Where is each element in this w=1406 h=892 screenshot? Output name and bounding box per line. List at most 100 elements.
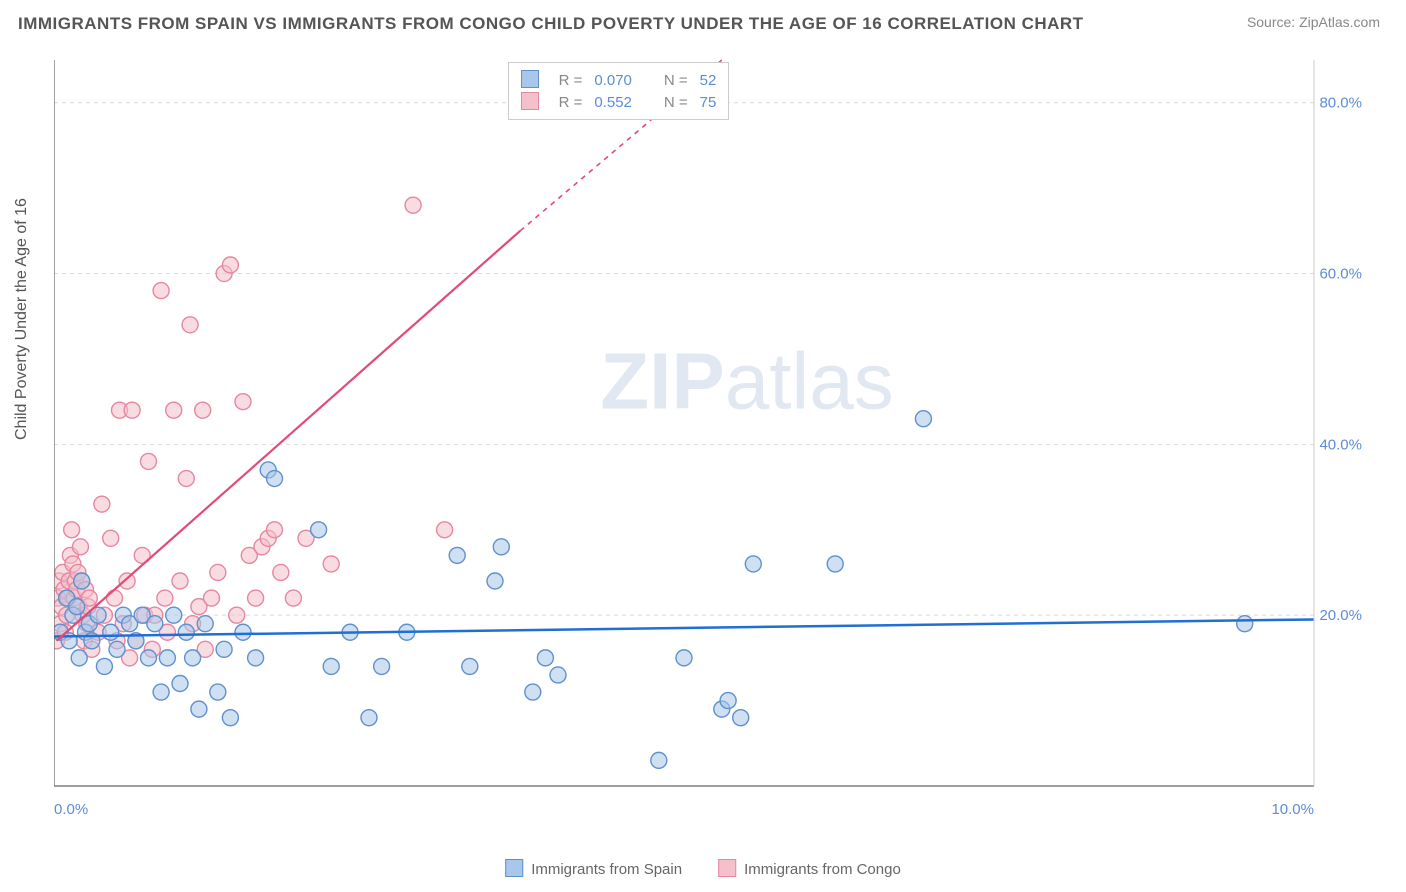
scatter-chart: ZIPatlas 20.0% 40.0% 60.0% 80.0% 0.0% 10.0%: [54, 48, 1370, 822]
r-value: 0.070: [594, 72, 632, 89]
correlation-legend: R = 0.070 N = 52 R = 0.552 N = 75: [508, 62, 730, 120]
bottom-legend: Immigrants from Spain Immigrants from Con…: [505, 860, 901, 878]
data-point: [437, 522, 453, 538]
data-point: [745, 556, 761, 572]
regression-line-congo: [57, 231, 521, 641]
x-tick-label: 0.0%: [54, 801, 88, 818]
data-point: [550, 667, 566, 683]
data-point: [462, 658, 478, 674]
data-point: [96, 658, 112, 674]
y-tick-label: 40.0%: [1319, 436, 1362, 453]
series-congo: [54, 197, 453, 666]
data-point: [69, 599, 85, 615]
data-point: [182, 317, 198, 333]
data-point: [74, 573, 90, 589]
data-point: [204, 590, 220, 606]
source-label: Source:: [1247, 14, 1295, 30]
data-point: [487, 573, 503, 589]
legend-swatch-icon: [521, 70, 539, 88]
data-point: [525, 684, 541, 700]
data-point: [651, 752, 667, 768]
data-point: [323, 556, 339, 572]
data-point: [94, 496, 110, 512]
legend-label: Immigrants from Spain: [531, 861, 682, 878]
data-point: [195, 402, 211, 418]
data-point: [311, 522, 327, 538]
source-value: ZipAtlas.com: [1299, 14, 1380, 30]
y-tick-label: 60.0%: [1319, 266, 1362, 283]
data-point: [733, 710, 749, 726]
data-point: [273, 564, 289, 580]
data-point: [229, 607, 245, 623]
legend-item: Immigrants from Congo: [718, 860, 901, 878]
data-point: [323, 658, 339, 674]
data-point: [222, 257, 238, 273]
data-point: [235, 394, 251, 410]
data-point: [267, 522, 283, 538]
data-point: [827, 556, 843, 572]
data-point: [103, 624, 119, 640]
data-point: [210, 564, 226, 580]
data-point: [493, 539, 509, 555]
r-label: R =: [559, 72, 583, 89]
n-label: N =: [664, 94, 688, 111]
data-point: [72, 539, 88, 555]
r-label: R =: [559, 94, 583, 111]
data-point: [537, 650, 553, 666]
data-point: [166, 607, 182, 623]
data-point: [153, 684, 169, 700]
data-point: [720, 693, 736, 709]
data-point: [210, 684, 226, 700]
data-point: [109, 641, 125, 657]
data-point: [124, 402, 140, 418]
chart-area: ZIPatlas 20.0% 40.0% 60.0% 80.0% 0.0% 10.0%: [54, 48, 1370, 822]
data-point: [405, 197, 421, 213]
y-tick-label: 20.0%: [1319, 607, 1362, 624]
data-point: [147, 616, 163, 632]
data-point: [159, 650, 175, 666]
chart-title: IMMIGRANTS FROM SPAIN VS IMMIGRANTS FROM…: [18, 14, 1084, 34]
data-point: [119, 573, 135, 589]
data-point: [197, 616, 213, 632]
data-point: [178, 624, 194, 640]
n-value: 52: [700, 72, 717, 89]
data-point: [235, 624, 251, 640]
legend-swatch-icon: [505, 859, 523, 877]
legend-swatch-icon: [521, 92, 539, 110]
data-point: [141, 650, 157, 666]
data-point: [153, 283, 169, 299]
data-point: [285, 590, 301, 606]
data-point: [64, 522, 80, 538]
data-point: [267, 471, 283, 487]
x-tick-label: 10.0%: [1271, 801, 1314, 818]
data-point: [141, 453, 157, 469]
watermark: ZIPatlas: [600, 336, 893, 425]
y-axis-label: Child Poverty Under the Age of 16: [13, 198, 31, 440]
data-point: [178, 471, 194, 487]
legend-item: Immigrants from Spain: [505, 860, 682, 878]
data-point: [216, 641, 232, 657]
data-point: [103, 530, 119, 546]
n-value: 75: [700, 94, 717, 111]
legend-swatch-icon: [718, 859, 736, 877]
series-spain: [54, 411, 1253, 769]
data-point: [915, 411, 931, 427]
legend-row: R = 0.552 N = 75: [521, 91, 717, 113]
y-tick-label: 80.0%: [1319, 95, 1362, 112]
data-point: [157, 590, 173, 606]
n-label: N =: [664, 72, 688, 89]
data-point: [361, 710, 377, 726]
source-attribution: Source: ZipAtlas.com: [1247, 14, 1380, 30]
data-point: [172, 676, 188, 692]
data-point: [1237, 616, 1253, 632]
data-point: [166, 402, 182, 418]
data-point: [222, 710, 238, 726]
r-value: 0.552: [594, 94, 632, 111]
data-point: [191, 701, 207, 717]
data-point: [676, 650, 692, 666]
data-point: [248, 590, 264, 606]
data-point: [106, 590, 122, 606]
legend-row: R = 0.070 N = 52: [521, 69, 717, 91]
data-point: [185, 650, 201, 666]
data-point: [374, 658, 390, 674]
